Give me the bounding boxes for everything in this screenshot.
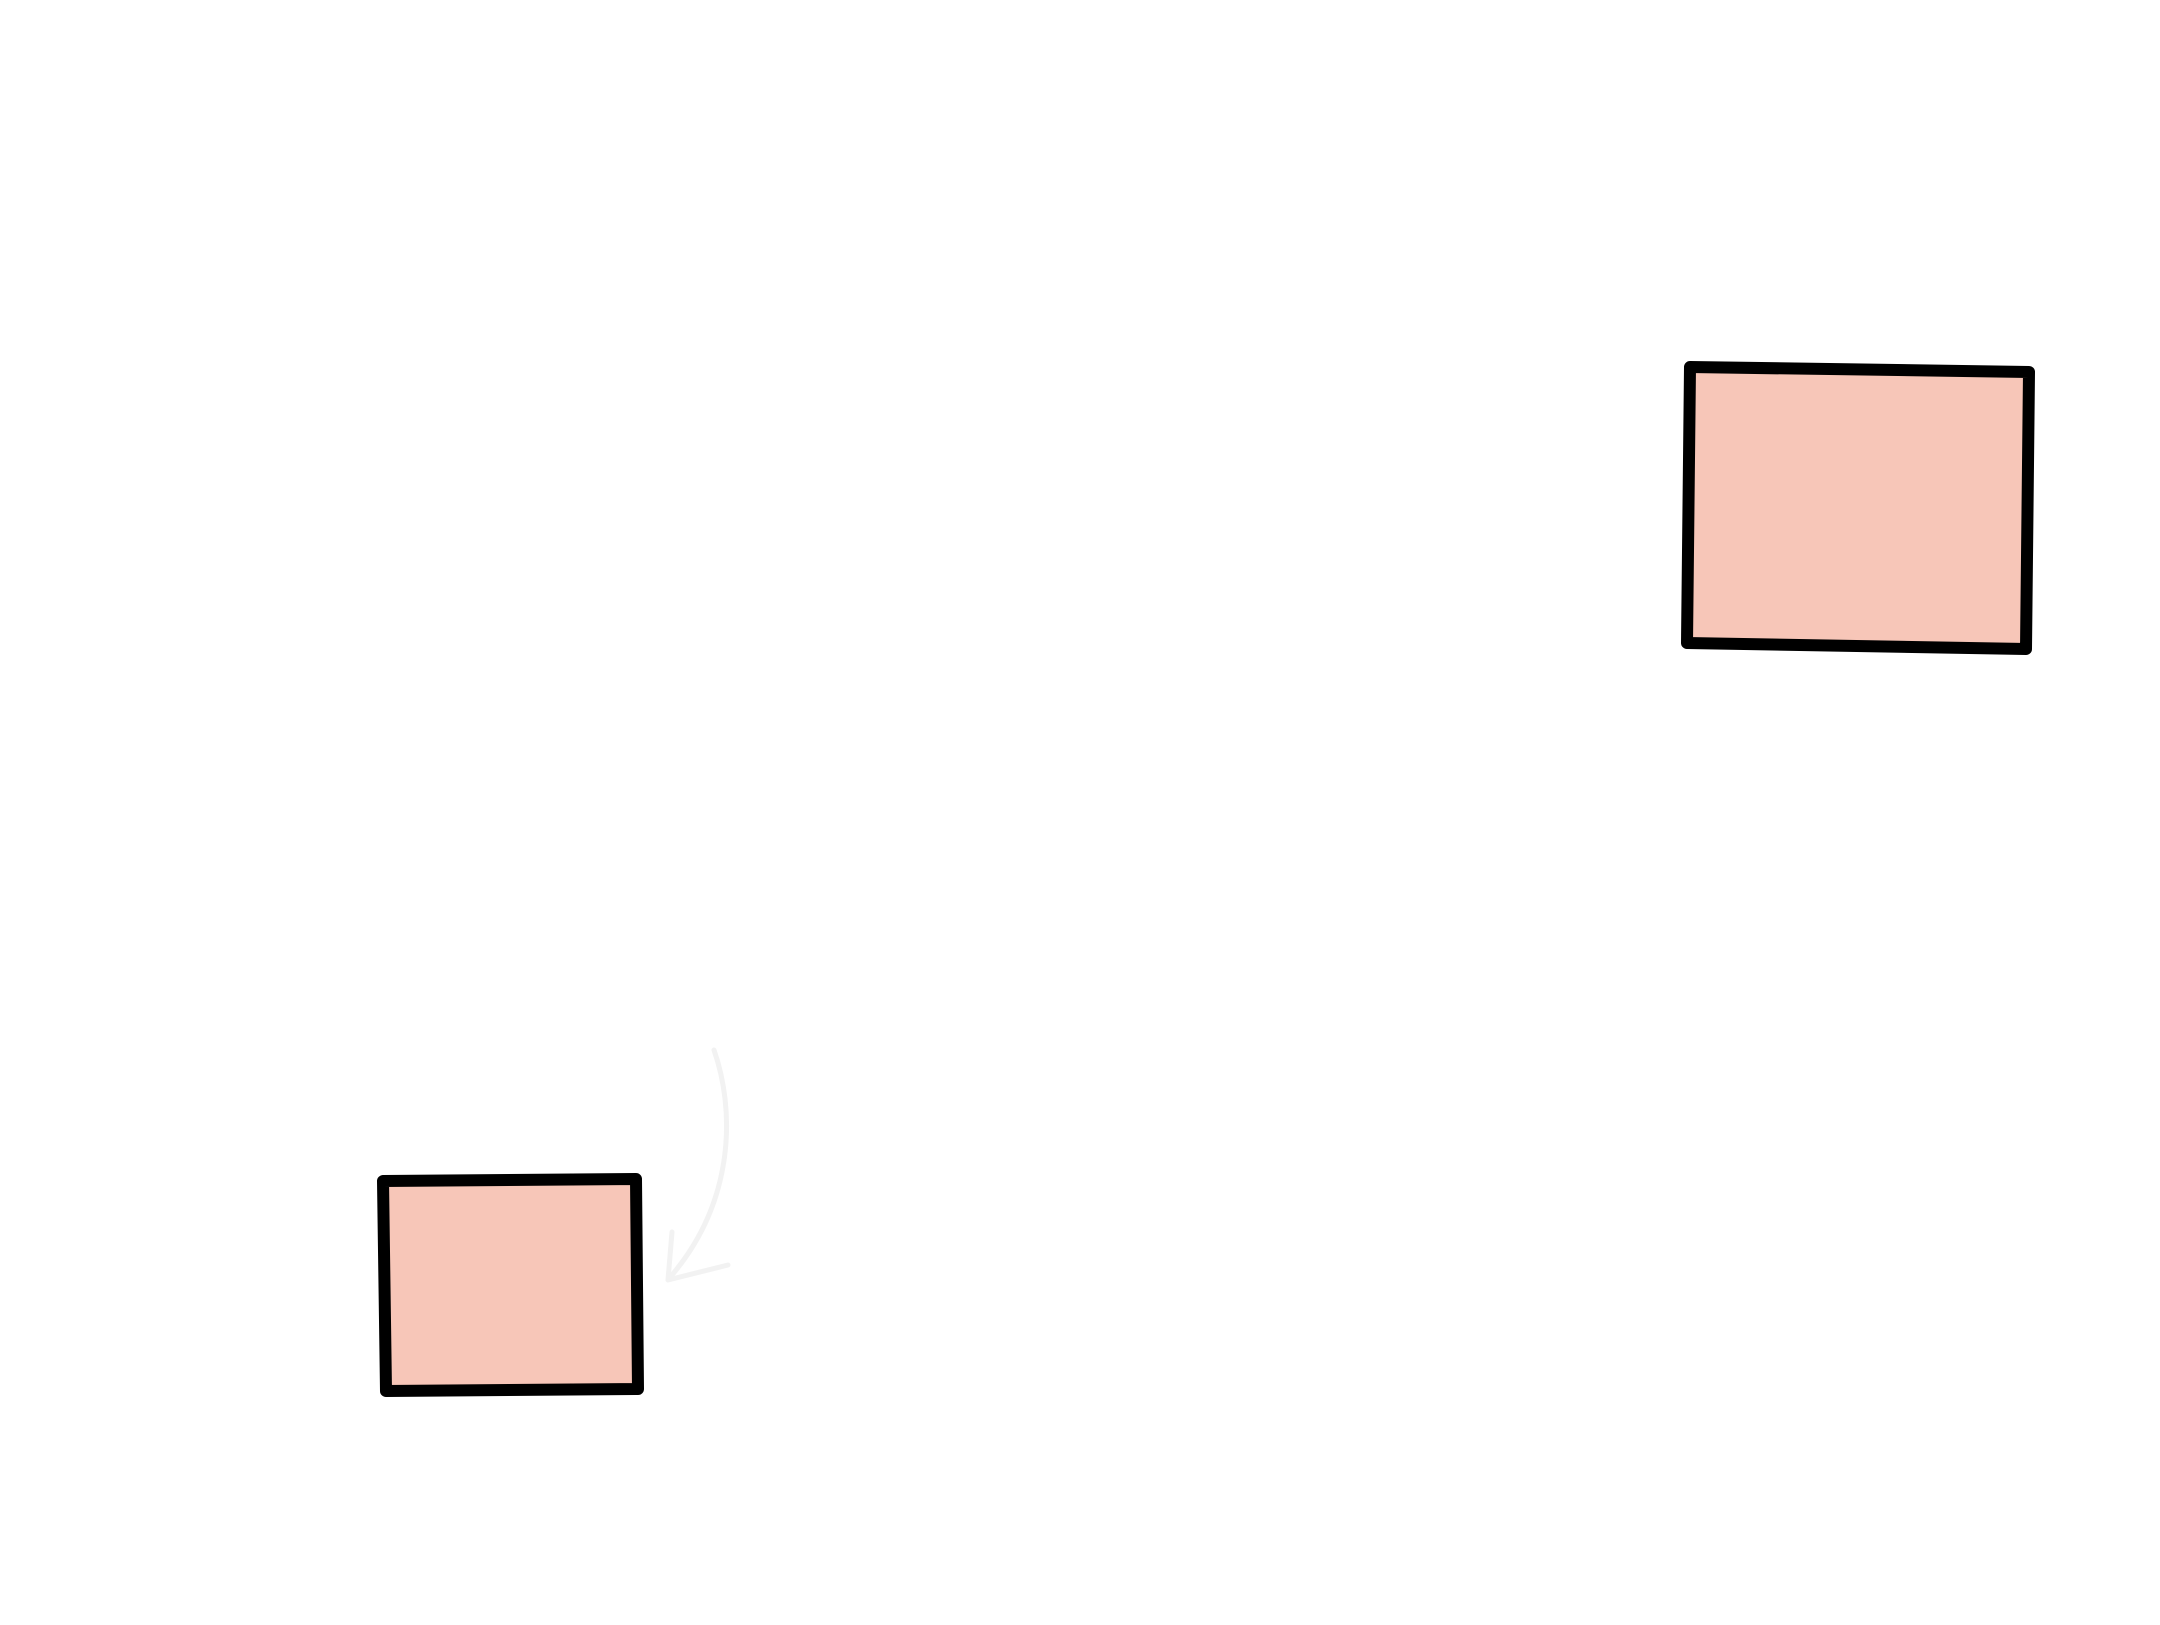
rectangle-top-right[interactable] bbox=[1681, 361, 2035, 655]
faint-curved-arrow[interactable] bbox=[665, 1047, 731, 1283]
rectangle-bottom-left[interactable] bbox=[377, 1173, 644, 1397]
faint-arrow-shaft bbox=[669, 1047, 730, 1278]
faint-arrow-head bbox=[665, 1229, 731, 1283]
